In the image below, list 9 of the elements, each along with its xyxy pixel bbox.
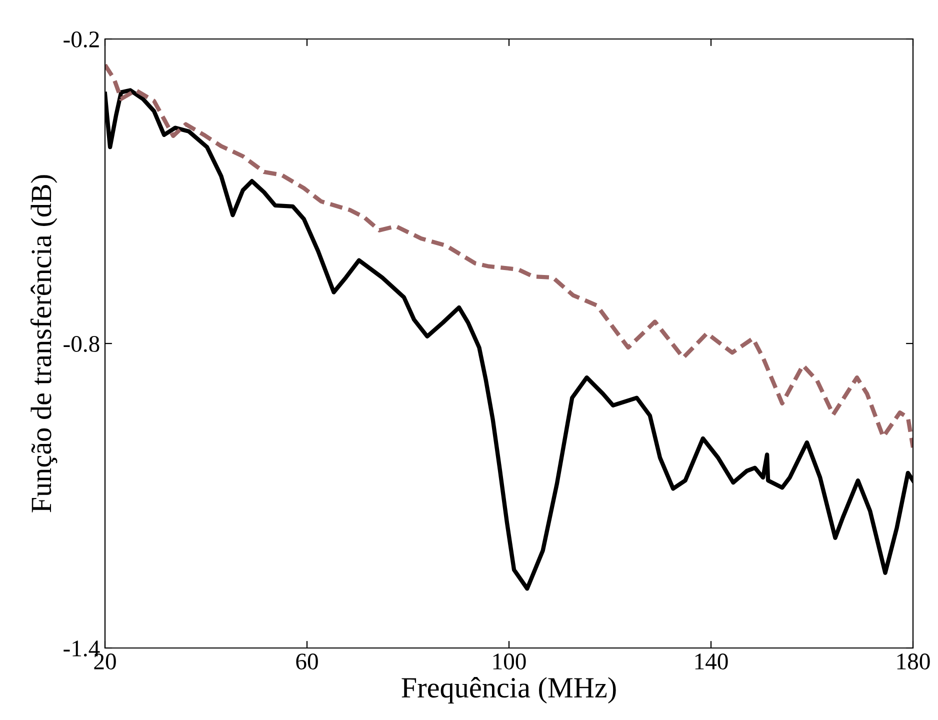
y-tick-label: -0.8: [64, 336, 100, 352]
x-tick-label: 60: [296, 654, 318, 670]
x-tick-label: 140: [695, 654, 728, 670]
line-series: [105, 62, 913, 450]
y-tick-label: -0.2: [64, 31, 99, 48]
x-axis-title: Frequência (MHz): [402, 677, 616, 704]
x-tick-label: 100: [493, 654, 526, 670]
y-axis-title: Função de transferência (dB): [30, 175, 58, 512]
x-tick-label: 180: [897, 654, 930, 670]
